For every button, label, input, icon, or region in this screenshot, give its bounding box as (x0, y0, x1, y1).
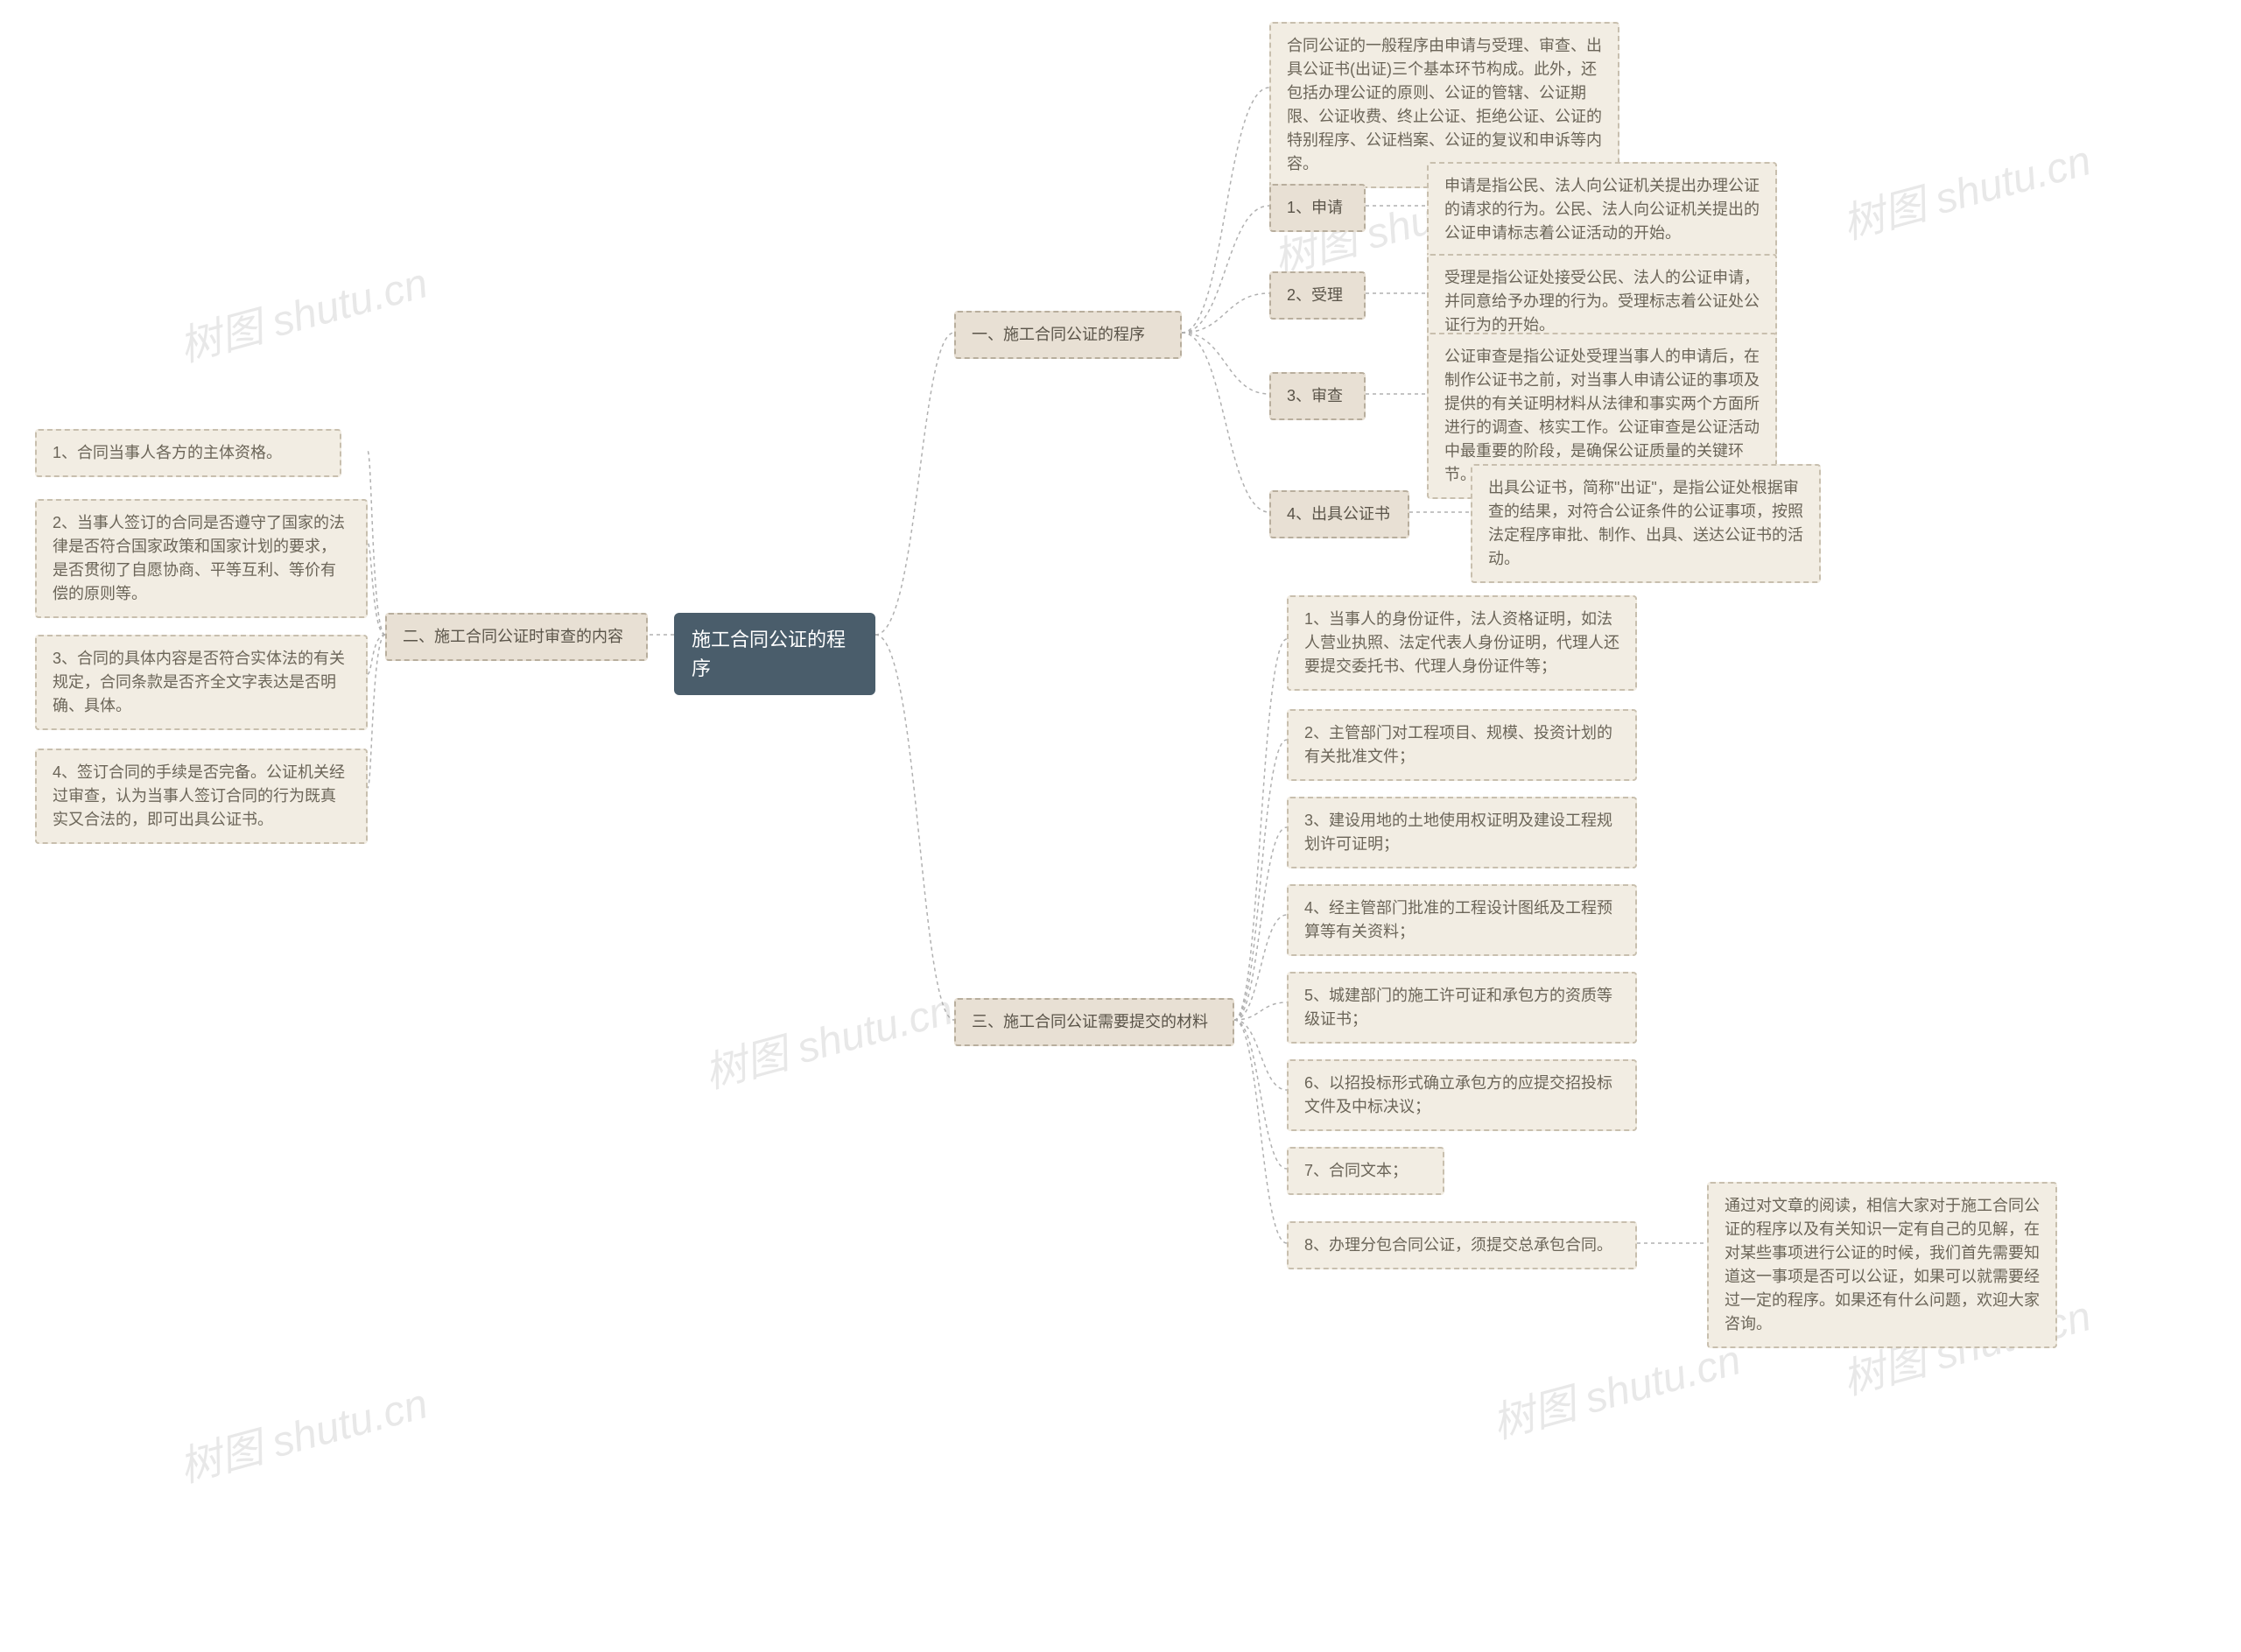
section3-item7: 7、合同文本； (1287, 1147, 1444, 1195)
section3-node: 三、施工合同公证需要提交的材料 (954, 998, 1234, 1046)
section1-item4: 4、出具公证书 (1269, 490, 1409, 538)
section2-item3: 3、合同的具体内容是否符合实体法的有关规定，合同条款是否齐全文字表达是否明确、具… (35, 635, 368, 730)
section3-item1: 1、当事人的身份证件，法人资格证明，如法人营业执照、法定代表人身份证明，代理人还… (1287, 595, 1637, 691)
section1-item3: 3、审查 (1269, 372, 1366, 420)
section3-item6: 6、以招投标形式确立承包方的应提交招投标文件及中标决议； (1287, 1059, 1637, 1131)
section1-item2: 2、受理 (1269, 271, 1366, 320)
section3-item8: 8、办理分包合同公证，须提交总承包合同。 (1287, 1221, 1637, 1269)
section1-item1-detail: 申请是指公民、法人向公证机关提出办理公证的请求的行为。公民、法人向公证机关提出的… (1427, 162, 1777, 257)
section3-item8-detail: 通过对文章的阅读，相信大家对于施工合同公证的程序以及有关知识一定有自己的见解，在… (1707, 1182, 2057, 1348)
section3-item3: 3、建设用地的土地使用权证明及建设工程规划许可证明； (1287, 797, 1637, 868)
section2-node: 二、施工合同公证时审查的内容 (385, 613, 648, 661)
section3-item5: 5、城建部门的施工许可证和承包方的资质等级证书； (1287, 972, 1637, 1044)
root-node: 施工合同公证的程序 (674, 613, 875, 695)
section2-item1: 1、合同当事人各方的主体资格。 (35, 429, 341, 477)
section1-node: 一、施工合同公证的程序 (954, 311, 1182, 359)
section3-item2: 2、主管部门对工程项目、规模、投资计划的有关批准文件； (1287, 709, 1637, 781)
section1-item1: 1、申请 (1269, 184, 1366, 232)
section2-item4: 4、签订合同的手续是否完备。公证机关经过审查，认为当事人签订合同的行为既真实又合… (35, 749, 368, 844)
section2-item2: 2、当事人签订的合同是否遵守了国家的法律是否符合国家政策和国家计划的要求，是否贯… (35, 499, 368, 618)
section1-item4-detail: 出具公证书，简称"出证"，是指公证处根据审查的结果，对符合公证条件的公证事项，按… (1471, 464, 1821, 583)
section3-item4: 4、经主管部门批准的工程设计图纸及工程预算等有关资料； (1287, 884, 1637, 956)
